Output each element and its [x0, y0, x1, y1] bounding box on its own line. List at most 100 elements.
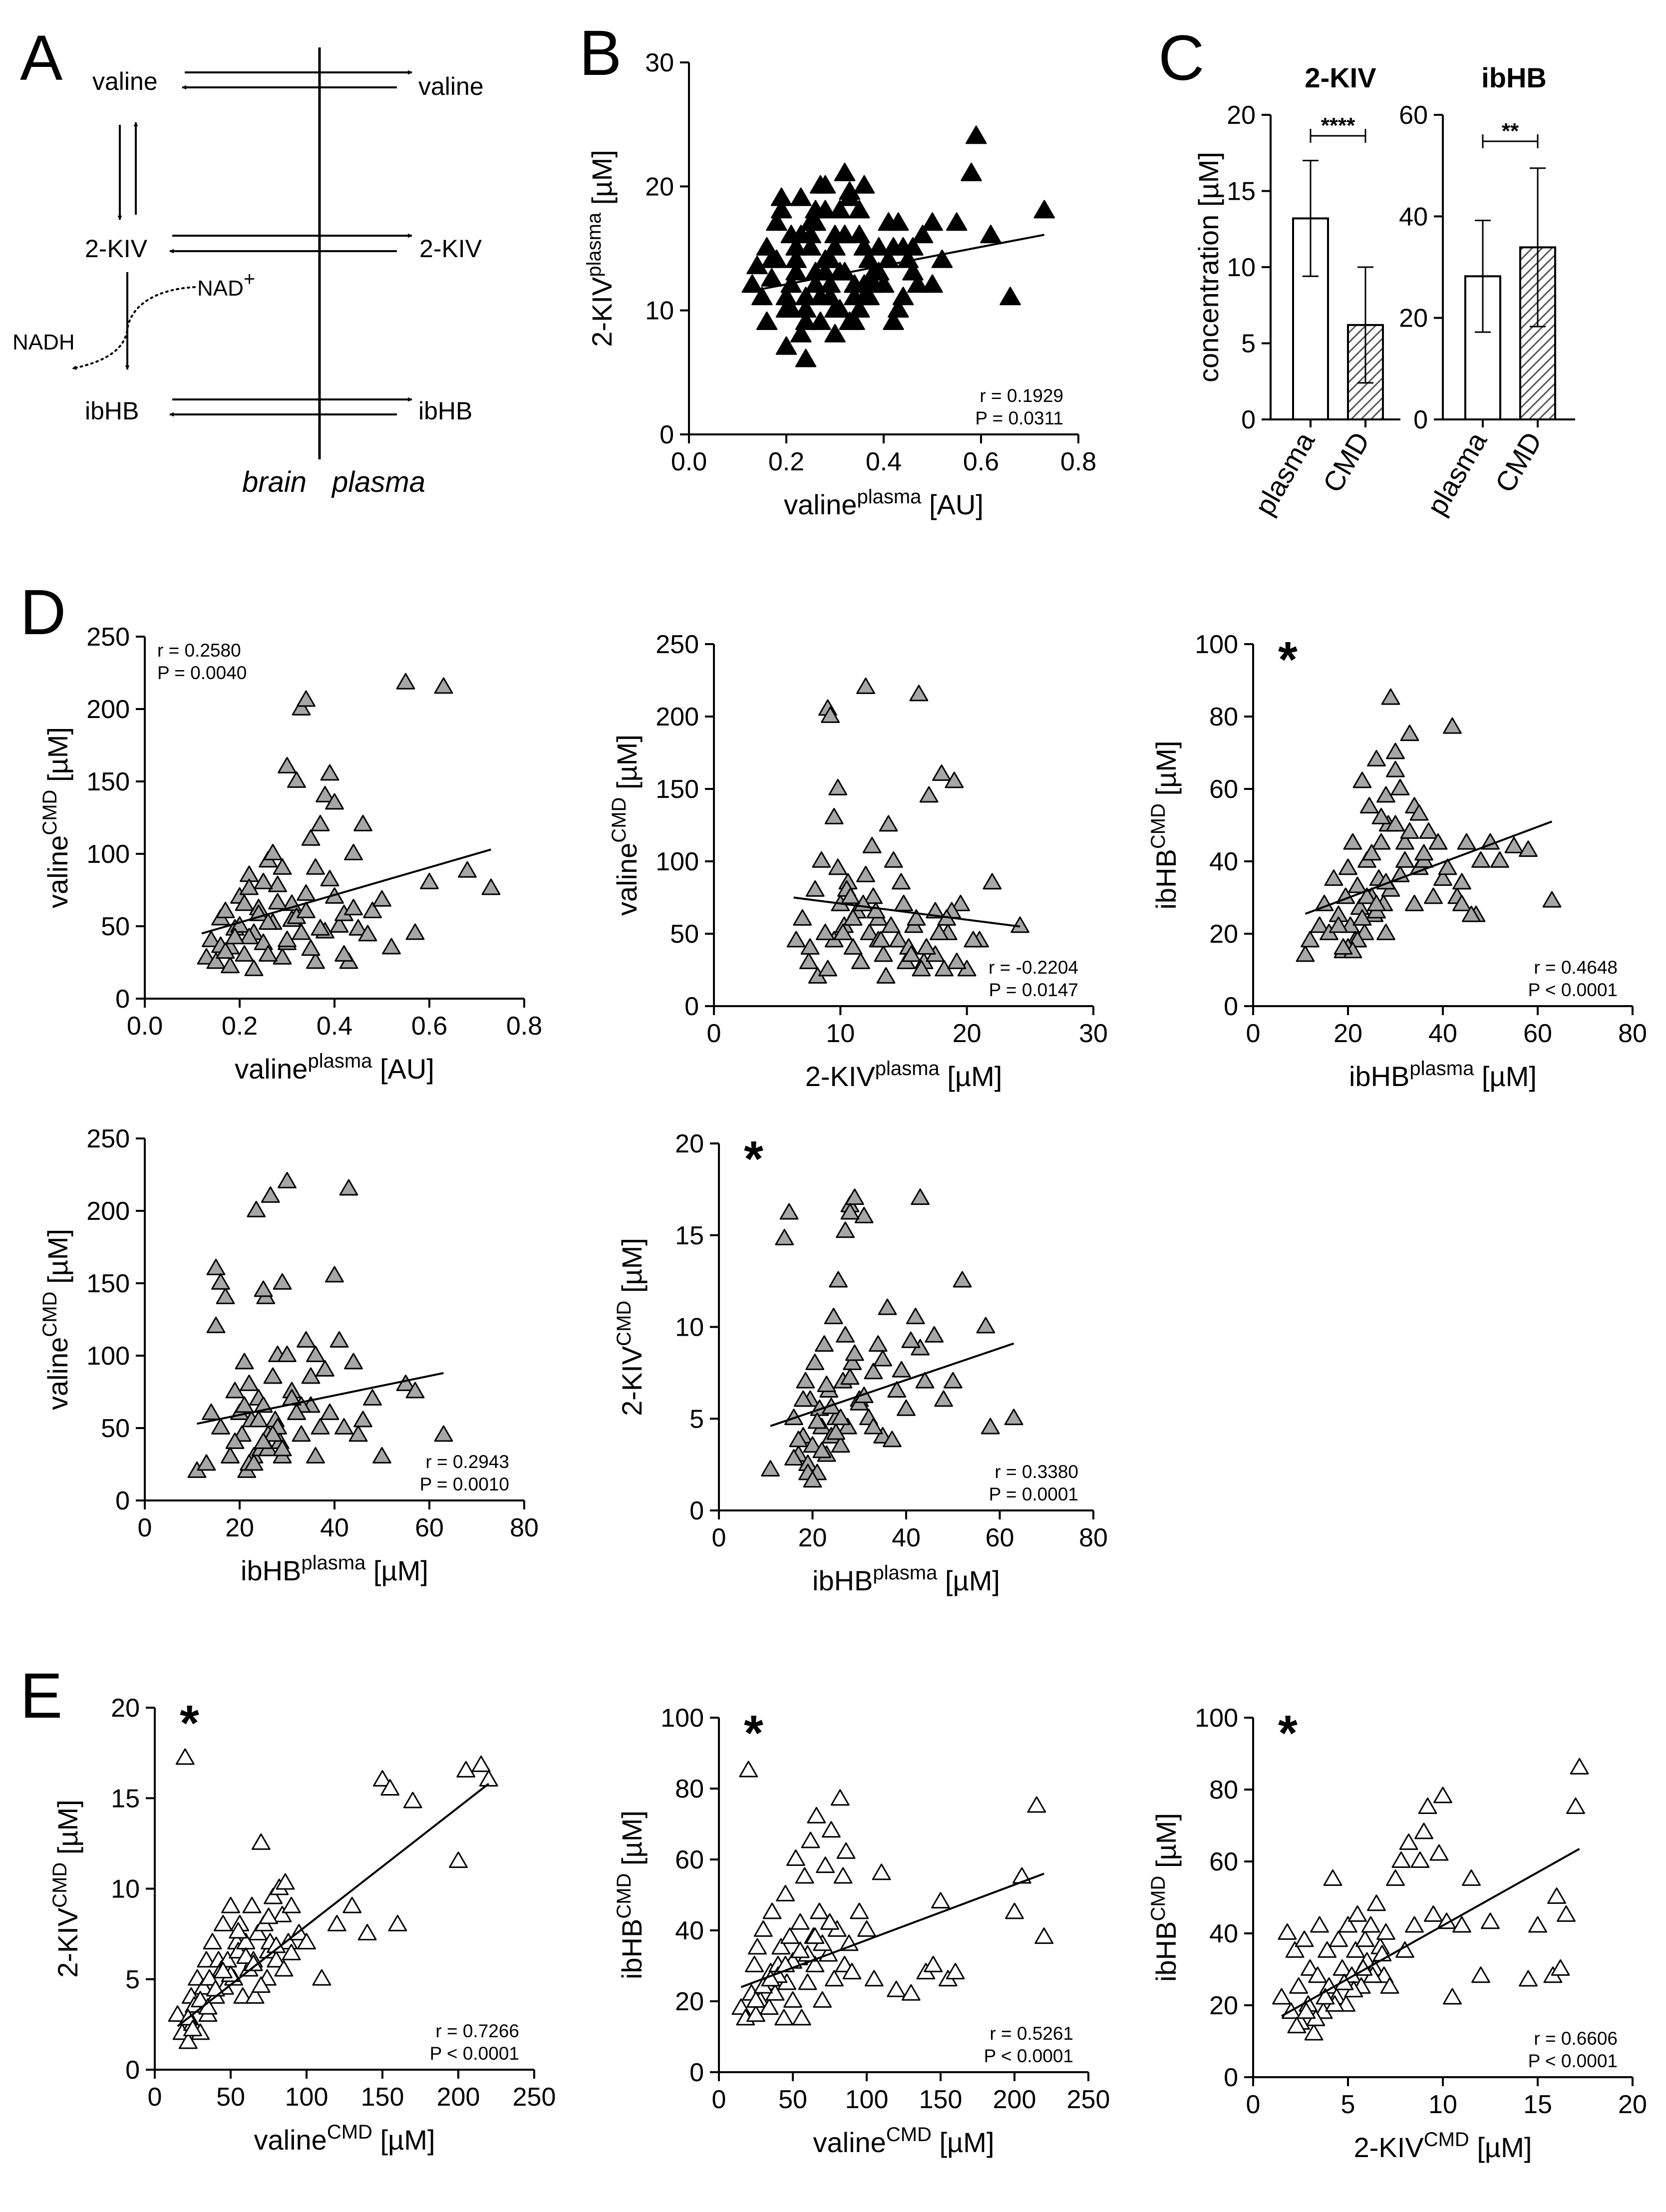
y-axis-label: 2-KIVCMD [µM]: [613, 1238, 648, 1416]
x-axis-label-sup: CMD: [1424, 2129, 1469, 2151]
y-tick-label: 60: [675, 1845, 704, 1874]
data-point: [795, 349, 817, 368]
data-point: [353, 814, 372, 831]
y-axis-label-sup: CMD: [608, 797, 630, 843]
y-axis-label-unit: [µM]: [42, 727, 73, 790]
stat-p: P = 0.0040: [157, 663, 247, 683]
regression-line: [747, 234, 1045, 293]
right-metabolite-ibhb: ibHB: [418, 397, 472, 425]
y-tick-label: 40: [1209, 847, 1238, 876]
data-point: [849, 200, 870, 219]
data-point: [1519, 1970, 1538, 1987]
data-point: [856, 677, 875, 694]
data-point: [1395, 851, 1414, 868]
data-point: [824, 807, 844, 824]
data-point: [357, 1924, 377, 1941]
panel-letter-a: A: [20, 22, 63, 94]
data-point: [1272, 1988, 1291, 2005]
y-axis-label-base: valine: [42, 835, 73, 908]
data-point: [301, 829, 321, 846]
data-point: [1414, 844, 1433, 861]
data-point: [1297, 2002, 1316, 2019]
data-point: [267, 1951, 286, 1968]
data-point: [1409, 804, 1429, 821]
data-point: [807, 1412, 827, 1429]
x-axis-label-unit: [µM]: [940, 1061, 1002, 1092]
data-point: [1557, 1905, 1576, 1922]
data-point: [235, 894, 254, 911]
x-axis-label-base: valine: [784, 489, 857, 520]
y-axis-label: 2-KIVCMD [µM]: [49, 1800, 83, 1978]
data-point: [1308, 1966, 1328, 1983]
y-tick-label: 20: [675, 1129, 704, 1158]
x-tick-label: 0: [1246, 1019, 1261, 1048]
data-point: [854, 1206, 874, 1223]
data-point: [327, 1914, 346, 1931]
data-point: [344, 843, 363, 860]
stat-r: r = 0.2943: [425, 1452, 509, 1472]
data-point: [793, 909, 812, 926]
scatter-plot-d1: 0.0 0.2 0.4 0.6 0.8050100150200250valineplas…: [39, 623, 542, 1085]
data-point: [882, 1431, 902, 1448]
data-point: [282, 1943, 301, 1960]
y-tick-label: 60: [1209, 1847, 1238, 1876]
data-point: [799, 952, 818, 969]
data-point: [888, 212, 909, 231]
y-axis-label-base: 2-KIV: [586, 277, 618, 347]
significance-star: *: [1278, 632, 1298, 688]
data-point: [1371, 807, 1391, 824]
data-point: [834, 225, 856, 244]
data-point: [829, 1271, 848, 1288]
x-tick-label: 5: [1341, 2090, 1355, 2119]
data-point: [168, 2005, 187, 2022]
data-point: [1542, 891, 1562, 908]
data-point: [911, 1188, 930, 1205]
x-axis-label-sup: plasma: [857, 486, 922, 508]
data-point: [931, 1892, 950, 1909]
y-tick-label: 0: [689, 1496, 704, 1525]
y-tick-label: 0: [689, 2058, 704, 2087]
data-point: [839, 311, 860, 330]
data-point: [795, 299, 817, 318]
x-tick-label: 0.6: [963, 447, 999, 476]
data-point: [287, 1403, 306, 1420]
data-point: [826, 1423, 846, 1440]
data-point: [930, 923, 949, 940]
data-point: [853, 274, 875, 293]
data-point: [780, 299, 802, 318]
data-point: [812, 851, 831, 868]
subplot-title: ibHB: [1481, 62, 1547, 93]
data-point: [240, 1374, 259, 1391]
data-point: [229, 1922, 248, 1939]
data-point: [320, 1403, 339, 1420]
data-point: [863, 262, 885, 281]
data-point: [278, 930, 297, 947]
data-point: [213, 1962, 233, 1979]
x-tick-label: 0.2: [222, 1012, 258, 1041]
y-axis-label-base: valine: [42, 1337, 73, 1410]
data-point: [906, 1308, 925, 1325]
data-point: [348, 1425, 368, 1442]
data-point: [894, 894, 913, 911]
data-point: [1343, 833, 1362, 850]
data-point: [287, 771, 306, 788]
data-point: [864, 887, 883, 904]
data-point: [178, 2032, 198, 2049]
data-point: [824, 1308, 843, 1325]
data-point: [932, 764, 951, 781]
x-tick-label: 30: [1079, 1019, 1108, 1048]
panel-letter-d: D: [20, 577, 66, 648]
data-point: [249, 1411, 268, 1428]
x-axis-label: 2-KIVplasma [µM]: [805, 1058, 1002, 1092]
data-point: [1386, 815, 1405, 832]
data-point: [263, 1425, 283, 1442]
y-axis-label-unit: [µM]: [616, 1811, 648, 1873]
data-point: [745, 1955, 764, 1972]
x-tick-label: 0.8: [1060, 447, 1096, 476]
data-point: [912, 960, 931, 977]
data-point: [320, 870, 339, 887]
data-point: [1348, 876, 1367, 893]
data-point: [191, 1991, 210, 2008]
